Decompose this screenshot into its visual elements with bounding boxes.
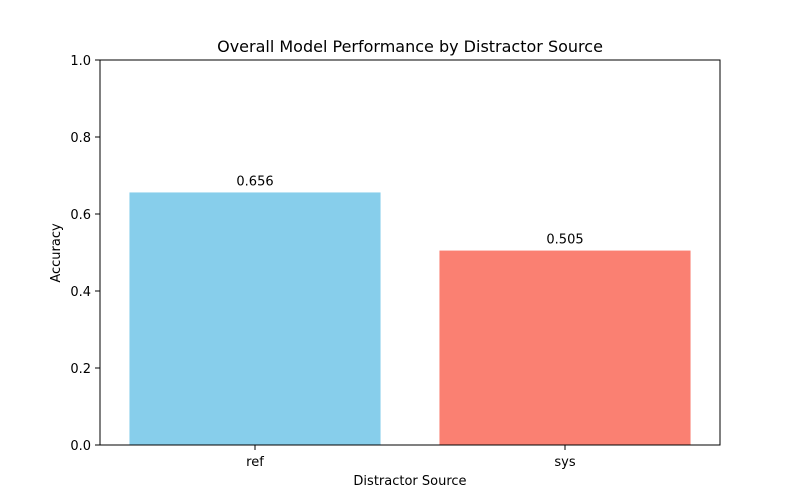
y-tick-label-1: 0.2 [70, 362, 91, 377]
x-tick-label-ref: ref [246, 455, 264, 470]
y-tick-label-5: 1.0 [70, 54, 91, 69]
x-tick-label-sys: sys [554, 455, 575, 470]
chart-title: Overall Model Performance by Distractor … [217, 37, 603, 56]
plot-area: 0.656 ref 0.505 sys 0.0 0.2 0.4 0.6 0.8 1.0 [70, 54, 721, 470]
x-axis-label: Distractor Source [353, 474, 466, 489]
data-label-sys: 0.505 [546, 233, 583, 248]
axes-frame [99, 59, 721, 446]
bar-sys [439, 250, 691, 445]
bar-ref [129, 192, 381, 445]
y-tick-label-3: 0.6 [70, 208, 91, 223]
y-tick-label-2: 0.4 [70, 285, 91, 300]
y-tick-label-0: 0.0 [70, 439, 91, 454]
data-label-ref: 0.656 [236, 174, 273, 189]
y-axis-label: Accuracy [49, 223, 64, 283]
y-tick-label-4: 0.8 [70, 131, 91, 146]
